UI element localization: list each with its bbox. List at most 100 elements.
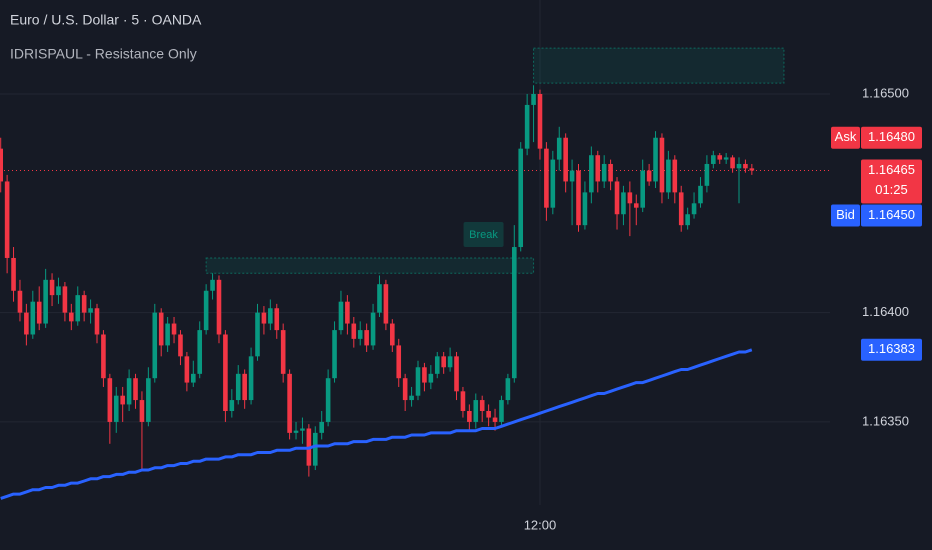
candle-body <box>614 181 620 215</box>
candle-body <box>203 290 209 331</box>
candle-body <box>158 312 164 346</box>
candle-body <box>126 378 132 405</box>
price-marker <box>861 204 922 227</box>
indicator-name: IDRISPAUL - Resistance Only <box>10 46 197 62</box>
candle-body <box>582 192 588 226</box>
candle-body <box>210 279 215 291</box>
candle-body <box>441 356 446 368</box>
candle-body <box>589 155 594 193</box>
candle-body <box>627 192 633 204</box>
candle-body <box>293 430 299 433</box>
candle-body <box>633 203 639 208</box>
candle-body <box>101 334 106 379</box>
candle-body <box>216 279 222 335</box>
candle-body <box>152 312 158 379</box>
candle-body <box>171 323 177 335</box>
price-marker-label: 1.16480 <box>868 129 915 144</box>
candle-body <box>17 290 23 313</box>
candle-body <box>422 367 427 383</box>
price-marker-name-box <box>831 204 860 227</box>
moving-average <box>0 348 753 500</box>
y-tick-label: 1.16500 <box>862 85 909 100</box>
candle-body <box>43 279 48 324</box>
candle-body <box>409 395 414 401</box>
candle-body <box>133 378 138 401</box>
y-tick-label: 1.16400 <box>862 304 909 319</box>
candle-body <box>550 159 556 208</box>
candle-body <box>524 104 530 149</box>
candle-body <box>749 168 755 171</box>
candle-body <box>11 257 16 291</box>
candle-body <box>512 247 517 379</box>
candle-body <box>351 323 357 339</box>
break-label-box <box>463 221 504 247</box>
candle-body <box>499 400 504 422</box>
candle-body <box>743 163 748 169</box>
candle-body <box>473 400 479 422</box>
candle-body <box>704 163 710 186</box>
candle-body <box>75 295 81 322</box>
candle-body <box>88 308 93 313</box>
candle-body <box>62 286 68 313</box>
price-marker <box>861 159 922 204</box>
candle-body <box>165 323 170 346</box>
candle-body <box>402 378 408 401</box>
candle-body <box>646 170 652 182</box>
candle-body <box>698 185 703 204</box>
break-label: Break <box>469 229 498 241</box>
candle-body <box>556 137 562 160</box>
candle-body <box>678 192 684 226</box>
price-marker-name: Ask <box>835 129 857 144</box>
candle-body <box>36 301 42 324</box>
price-marker-label: 1.16383 <box>868 341 915 356</box>
candle-body <box>370 312 376 346</box>
candle-body <box>319 421 324 433</box>
candle-body <box>711 155 716 164</box>
candle-body <box>242 373 247 401</box>
candle-body <box>486 410 491 418</box>
candle-body <box>113 395 119 422</box>
chart-title: Euro / U.S. Dollar · 5 · OANDA <box>10 12 202 28</box>
candle-body <box>736 163 742 169</box>
candle-body <box>197 330 203 374</box>
candle-body <box>325 378 331 422</box>
candle-body <box>544 148 549 208</box>
candle-body <box>595 155 601 182</box>
candle-body <box>357 330 363 339</box>
candle-body <box>723 157 729 160</box>
candle-body <box>107 378 113 422</box>
candle-body <box>505 378 511 401</box>
candle-body <box>672 159 678 193</box>
candle-body <box>396 345 402 379</box>
candle-body <box>479 400 485 411</box>
candle-body <box>640 170 645 208</box>
candle-body <box>255 312 260 357</box>
candle-body <box>428 373 434 383</box>
candle-body <box>30 301 36 335</box>
candle-body <box>280 330 286 374</box>
candle-body <box>666 159 671 193</box>
candle-body <box>312 432 318 466</box>
candle-body <box>184 356 190 383</box>
candle-body <box>81 295 87 313</box>
candle-body <box>332 330 337 379</box>
candle-body <box>434 356 440 374</box>
candle-body <box>94 308 100 335</box>
candle-body <box>268 308 273 324</box>
candle-body <box>608 163 613 182</box>
candle-body <box>467 410 472 422</box>
candle-body <box>415 367 421 396</box>
price-marker-name: Bid <box>836 207 855 222</box>
resistance-zone <box>205 257 535 274</box>
candle-body <box>261 312 267 324</box>
candle-body <box>300 428 305 431</box>
candle-body <box>191 373 196 383</box>
candle-body <box>447 356 453 368</box>
candle-body <box>338 301 344 331</box>
price-marker-label: 1.16465 <box>868 162 915 177</box>
candle-body <box>364 330 369 346</box>
candle-body <box>377 284 382 313</box>
candle-body <box>178 334 183 357</box>
candle-body <box>229 400 235 411</box>
